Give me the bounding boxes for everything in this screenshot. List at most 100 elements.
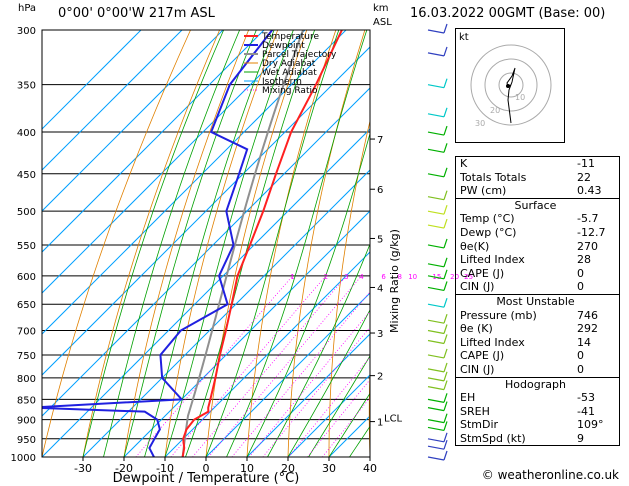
wind-barb bbox=[427, 339, 445, 345]
pressure-tick-label: 350 bbox=[17, 81, 36, 92]
wind-barb bbox=[443, 401, 448, 411]
wind-barb bbox=[443, 298, 448, 308]
stats-table: K -11 Totals Totals 22 PW (cm) 0.43 Surface… bbox=[455, 156, 620, 447]
isotherm-line bbox=[42, 30, 347, 335]
wind-barb bbox=[443, 218, 448, 229]
mixing-ratio-label: 10 bbox=[408, 273, 417, 281]
wet-adiabat-line bbox=[123, 30, 257, 457]
stat-label: Dewp (°C) bbox=[460, 225, 517, 239]
stat-label: Totals Totals bbox=[460, 170, 527, 184]
legend-label: Dewpoint bbox=[262, 41, 305, 51]
pressure-tick-label: 650 bbox=[17, 300, 36, 311]
pressure-tick-label: 900 bbox=[17, 416, 36, 427]
wind-barb bbox=[427, 29, 445, 34]
stat-row: PW (cm) 0.43 bbox=[456, 184, 619, 198]
stat-row: Pressure (mb) 746 bbox=[456, 309, 619, 323]
hodograph-ring bbox=[498, 72, 524, 98]
pressure-tick-label: 1000 bbox=[11, 453, 36, 464]
wind-barb bbox=[443, 421, 448, 431]
dry-adiabat-line bbox=[328, 119, 370, 457]
wind-barb bbox=[427, 445, 445, 450]
stat-row: EH -53 bbox=[456, 391, 619, 405]
stat-row: Dewp (°C) -12.7 bbox=[456, 226, 619, 240]
wind-barb bbox=[443, 371, 448, 382]
pressure-tick-label: 950 bbox=[17, 435, 36, 446]
isotherm-line bbox=[123, 210, 370, 457]
wind-barb bbox=[427, 303, 445, 308]
stat-value: 746 bbox=[577, 308, 598, 322]
stat-value: 292 bbox=[577, 322, 598, 336]
wind-barb bbox=[427, 148, 445, 153]
km-tick-label: 2 bbox=[377, 372, 383, 383]
wind-barb bbox=[443, 190, 448, 200]
wind-barb bbox=[427, 263, 445, 268]
stat-row: K -11 bbox=[456, 157, 619, 171]
wet-adiabat-line bbox=[103, 30, 241, 457]
stat-label: EH bbox=[460, 391, 476, 405]
x-tick-label: -30 bbox=[74, 462, 92, 475]
wind-barb bbox=[443, 380, 448, 390]
stat-label: PW (cm) bbox=[460, 184, 507, 198]
background-lines bbox=[42, 30, 629, 457]
isotherm-line bbox=[42, 30, 306, 294]
isotherm-line bbox=[42, 30, 265, 253]
wind-barb bbox=[443, 413, 448, 423]
stat-value: 14 bbox=[577, 335, 591, 349]
hodograph-ring-label: 20 bbox=[490, 106, 500, 115]
stat-value: -53 bbox=[577, 391, 595, 405]
x-tick-label: 40 bbox=[363, 462, 377, 475]
wind-barb bbox=[443, 450, 448, 461]
legend-label: Temperature bbox=[261, 32, 319, 42]
stat-label: StmSpd (kt) bbox=[460, 431, 526, 445]
stat-label: θe (K) bbox=[460, 322, 493, 336]
wind-barb bbox=[443, 238, 448, 249]
pressure-tick-label: 450 bbox=[17, 170, 36, 181]
wind-barb bbox=[443, 46, 448, 57]
hodograph: kt 10 20 30 bbox=[455, 28, 565, 143]
wet-adiabat-line bbox=[164, 30, 294, 457]
stat-value: -5.7 bbox=[577, 212, 599, 226]
stat-row: CIN (J) 0 bbox=[456, 363, 619, 377]
stat-value: 9 bbox=[577, 431, 584, 445]
wind-barb bbox=[427, 419, 445, 424]
wind-barb bbox=[443, 204, 448, 215]
stat-label: Lifted Index bbox=[460, 253, 525, 267]
stat-value: 22 bbox=[577, 170, 591, 184]
dry-adiabat-line bbox=[368, 360, 370, 457]
wind-barb bbox=[427, 113, 445, 118]
stat-label: Temp (°C) bbox=[460, 212, 515, 226]
x-tick-label: -20 bbox=[115, 462, 133, 475]
hodograph-ring-label: 10 bbox=[515, 93, 525, 102]
stat-value: 270 bbox=[577, 239, 598, 253]
dry-adiabat-line bbox=[205, 30, 308, 457]
wind-barb bbox=[443, 257, 448, 267]
stat-label: Lifted Index bbox=[460, 335, 525, 349]
mixing-ratio-line bbox=[262, 326, 370, 457]
temperature-line bbox=[181, 30, 343, 457]
stat-row: SREH -41 bbox=[456, 405, 619, 419]
wind-barb bbox=[427, 224, 445, 229]
dry-adiabat-line bbox=[82, 30, 220, 457]
wind-barb bbox=[443, 143, 448, 153]
wind-barb bbox=[427, 354, 445, 359]
wind-barb bbox=[443, 125, 448, 136]
hodograph-ring-label: 30 bbox=[475, 119, 485, 128]
storm-motion-marker bbox=[506, 84, 510, 88]
stat-row: θe (K) 292 bbox=[456, 322, 619, 336]
dry-adiabat-line bbox=[619, 30, 629, 457]
section-title-hodograph: Hodograph bbox=[456, 376, 619, 392]
parcel-trajectory-line bbox=[181, 30, 305, 457]
stat-row: CAPE (J) 0 bbox=[456, 349, 619, 363]
wind-barb bbox=[427, 131, 445, 136]
wind-barb bbox=[427, 319, 445, 324]
pressure-tick-label: 400 bbox=[17, 128, 36, 139]
wind-barb bbox=[427, 286, 445, 292]
section-title-most-unstable: Most Unstable bbox=[456, 293, 619, 309]
wind-barbs bbox=[427, 23, 448, 461]
km-tick-label: 4 bbox=[377, 283, 383, 294]
pressure-tick-label: 700 bbox=[17, 327, 36, 338]
location-title: 0°00' 0°00'W 217m ASL bbox=[58, 6, 215, 21]
wind-barb bbox=[427, 173, 445, 178]
pressure-tick-label: 500 bbox=[17, 207, 36, 218]
